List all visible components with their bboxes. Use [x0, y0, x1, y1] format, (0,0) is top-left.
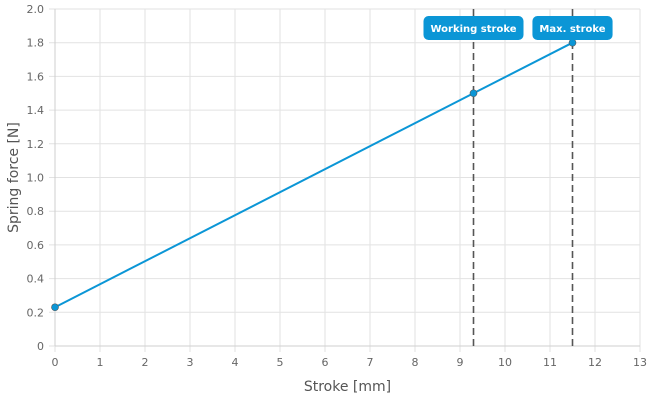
- x-tick-label: 8: [412, 356, 419, 369]
- y-tick-label: 1.8: [27, 37, 45, 50]
- x-tick-label: 12: [588, 356, 602, 369]
- x-tick-label: 9: [457, 356, 464, 369]
- y-tick-label: 1.2: [27, 138, 45, 151]
- x-tick-label: 2: [142, 356, 149, 369]
- annotation-label-text: Max. stroke: [539, 24, 605, 35]
- x-tick-label: 6: [322, 356, 329, 369]
- annotation-label-box: [423, 16, 524, 40]
- y-tick-label: 1.4: [27, 104, 45, 117]
- series-line: [54, 41, 573, 309]
- annotation-label: Working stroke: [423, 16, 524, 40]
- annotation-label-text: Working stroke: [430, 24, 516, 35]
- y-axis-title: Spring force [N]: [6, 122, 22, 233]
- y-tick-label: 0.8: [27, 205, 45, 218]
- y-tick-label: 0.2: [27, 306, 45, 319]
- x-tick-label: 3: [187, 356, 194, 369]
- x-tick-label: 10: [498, 356, 512, 369]
- y-tick-label: 0: [37, 340, 44, 353]
- x-tick-label: 1: [97, 356, 104, 369]
- x-tick-label: 11: [543, 356, 557, 369]
- data-point: [469, 89, 478, 98]
- x-axis-title: Stroke [mm]: [304, 379, 391, 395]
- y-tick-label: 0.4: [27, 273, 45, 286]
- x-tick-label: 7: [367, 356, 374, 369]
- y-tick-label: 2.0: [27, 3, 45, 16]
- x-tick-label: 5: [277, 356, 284, 369]
- annotation-label: Max. stroke: [532, 16, 613, 40]
- y-tick-label: 1.6: [27, 70, 45, 83]
- x-tick-label: 4: [232, 356, 239, 369]
- x-tick-label: 0: [52, 356, 59, 369]
- x-tick-label: 13: [633, 356, 647, 369]
- data-point: [51, 303, 59, 312]
- y-tick-label: 0.6: [27, 239, 45, 252]
- annotation-label-box: [532, 16, 613, 40]
- data-point: [568, 38, 577, 47]
- y-tick-label: 1.0: [27, 172, 45, 185]
